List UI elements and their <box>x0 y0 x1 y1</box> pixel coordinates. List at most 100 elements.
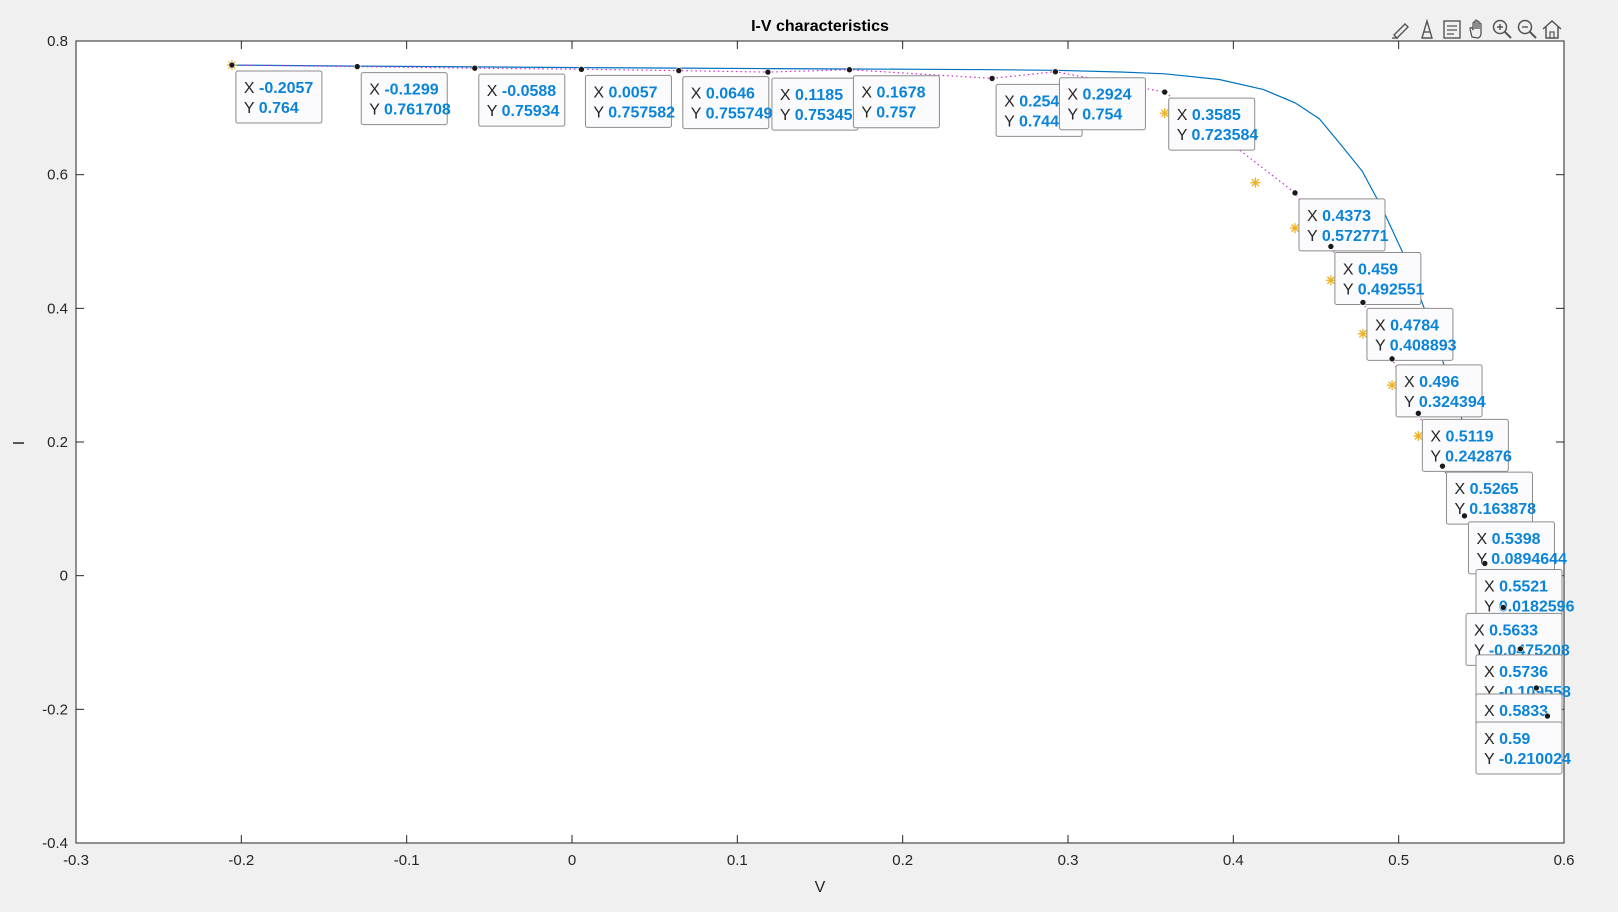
brush-icon[interactable] <box>1390 18 1412 40</box>
datatip-y-text: Y 0.324394 <box>1404 394 1486 411</box>
datatip[interactable]: X 0.5119 Y 0.242876 <box>1415 410 1512 472</box>
zoom-in-icon[interactable] <box>1492 19 1512 39</box>
datatip-box <box>478 73 566 127</box>
datatip-point <box>353 63 361 70</box>
datatip[interactable]: X 0.4373 Y 0.572771 <box>1291 189 1389 252</box>
datatip[interactable]: X 0.5398 Y 0.0894644 <box>1461 512 1567 575</box>
datatip-point <box>1533 684 1540 692</box>
datatip-y-text: Y 0.572771 <box>1307 228 1389 245</box>
datatip-y-text: Y 0.744 <box>1004 113 1059 130</box>
datatip-y-text: Y 0.492551 <box>1343 281 1425 298</box>
tick-labels-layer: -0.3 -0.2 -0.1 0 0.1 0.2 0.3 0.4 0.5 0.6 -0.4 -0.2 0… <box>42 33 1574 869</box>
datatip-box <box>1421 418 1509 472</box>
datatip-point <box>471 64 479 72</box>
datatip-y-text: Y 0.408893 <box>1375 337 1457 354</box>
datatip-x-text: X 0.5521 <box>1484 578 1548 595</box>
datatip-x-text: X -0.0588 <box>487 83 556 100</box>
datatip-y-text: Y 0.723584 <box>1177 127 1259 144</box>
datatip-point <box>764 68 772 76</box>
asterisk-marker <box>1159 108 1170 119</box>
y-tick-label: 0.8 <box>47 33 68 50</box>
datatip-box <box>360 72 448 126</box>
datatip-box <box>584 74 672 128</box>
datatip-x-text: X 0.5633 <box>1474 622 1538 639</box>
datatip-x-text: X 0.5398 <box>1476 531 1540 548</box>
datatip-point <box>1439 462 1446 470</box>
datatip[interactable]: X -0.2057 Y 0.764 <box>228 61 323 124</box>
datatip-x-text: X 0.59 <box>1484 731 1530 748</box>
datatip[interactable]: X -0.0588 Y 0.75934 <box>471 64 566 127</box>
datatip-point <box>1544 712 1551 720</box>
datatip-y-text: Y -0.210024 <box>1484 751 1571 768</box>
datatip-point <box>1500 604 1507 611</box>
datatip-x-text: X 0.5736 <box>1484 664 1548 681</box>
datatip-x-text: X 0.0057 <box>593 84 657 101</box>
datatip-point <box>1291 189 1299 197</box>
datatip-box <box>1334 251 1422 305</box>
datatip-y-text: Y 0.755749 <box>691 106 773 123</box>
datatip-y-text: Y 0.757582 <box>593 104 675 121</box>
export-icon[interactable] <box>1443 20 1461 39</box>
home-icon[interactable] <box>1542 19 1562 39</box>
x-tick-label: -0.2 <box>228 852 254 869</box>
x-tick-label: 0.5 <box>1388 852 1409 869</box>
datatip[interactable]: X 0.3585 Y 0.723584 <box>1161 88 1259 151</box>
x-tick-label: -0.1 <box>394 852 420 869</box>
datatip[interactable]: X 0.1678 Y 0.757 <box>846 66 940 129</box>
datatip[interactable]: X 0.5265 Y 0.163878 <box>1439 462 1536 525</box>
y-tick-label: 0.6 <box>47 167 68 184</box>
datatip-x-text: X 0.1678 <box>861 85 925 102</box>
asterisk-marker <box>1357 328 1368 339</box>
datatip-y-text: Y 0.0182596 <box>1484 598 1575 615</box>
datatip[interactable]: X 0.5521 Y 0.0182596 <box>1475 560 1575 622</box>
datatip-point <box>846 66 853 74</box>
datatip-box <box>1058 77 1146 131</box>
datatip-x-text: X -0.2057 <box>244 80 313 97</box>
datatip-y-text: Y 0.163878 <box>1454 501 1536 518</box>
datatip[interactable]: X 0.59 Y -0.210024 <box>1475 712 1571 775</box>
datatip[interactable]: X 0.2924 Y 0.754 <box>1052 68 1146 131</box>
datatip[interactable]: X 0.496 Y 0.324394 <box>1388 355 1486 418</box>
x-tick-label: 0 <box>568 852 576 869</box>
datatip-box <box>1366 307 1454 361</box>
datatip-y-text: Y 0.242876 <box>1430 448 1512 465</box>
datatip[interactable]: X 0.459 Y 0.492551 <box>1327 243 1425 305</box>
datatip-x-text: X -0.1299 <box>369 82 438 99</box>
datatip-x-text: X 0.2924 <box>1067 87 1131 104</box>
asterisk-marker <box>1387 380 1398 391</box>
datatip-point <box>1359 299 1367 306</box>
datatip[interactable]: X -0.1299 Y 0.761708 <box>353 63 451 126</box>
datatip-point <box>1461 512 1468 520</box>
datatip-x-text: X 0.5119 <box>1430 428 1493 445</box>
datatip-x-text: X 0.459 <box>1343 261 1398 278</box>
datatip-box <box>1298 198 1386 252</box>
x-tick-label: 0.4 <box>1223 852 1244 869</box>
x-tick-label: 0.3 <box>1058 852 1079 869</box>
datatip[interactable]: X 0.4784 Y 0.408893 <box>1359 299 1457 361</box>
datatip-y-text: Y 0.75934 <box>487 103 560 120</box>
zoom-out-icon[interactable] <box>1517 19 1537 39</box>
datatip-x-text: X 0.496 <box>1404 374 1459 391</box>
y-tick-label: 0.4 <box>47 300 68 317</box>
datatip-x-text: X 0.5833 <box>1484 703 1548 720</box>
datatip-point <box>1388 355 1396 363</box>
data-tips-icon[interactable] <box>1416 18 1438 40</box>
datatip-y-text: Y 0.754 <box>1067 107 1122 124</box>
plot-area <box>76 41 1564 843</box>
datatip-point <box>1415 410 1422 417</box>
datatip-box <box>1395 364 1483 418</box>
pan-hand-icon[interactable] <box>1469 19 1482 39</box>
y-tick-label: 0.2 <box>47 434 68 451</box>
y-tick-label: 0 <box>60 568 68 585</box>
datatip-y-text: Y 0.757 <box>861 105 916 122</box>
asterisk-marker <box>1413 430 1424 441</box>
datatip[interactable]: X 0.1185 Y 0.75345 <box>764 68 859 131</box>
datatip-box <box>1168 97 1256 151</box>
datatip-y-text: Y 0.75345 <box>780 107 853 124</box>
datatip-box <box>235 70 323 124</box>
datatip[interactable]: X 0.0057 Y 0.757582 <box>578 66 675 128</box>
datatip[interactable]: X 0.0646 Y 0.755749 <box>675 67 773 130</box>
datatip-y-text: Y 0.761708 <box>369 102 451 119</box>
datatip-point <box>1161 88 1169 96</box>
datatip-x-text: X 0.5265 <box>1454 481 1518 498</box>
